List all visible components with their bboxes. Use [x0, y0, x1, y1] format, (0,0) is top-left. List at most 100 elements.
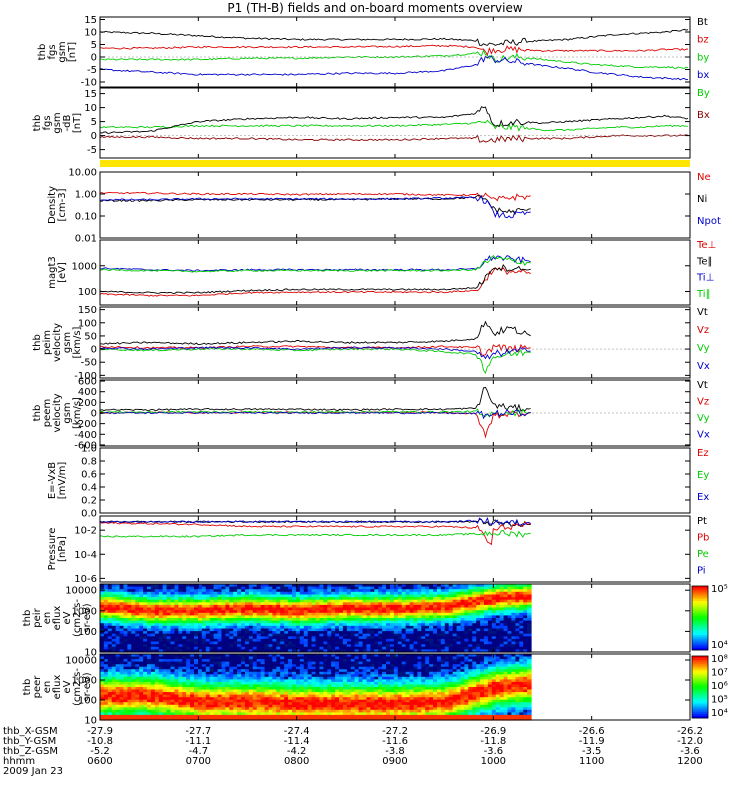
spectrogram-cell [288, 692, 293, 696]
spectrogram-cell [154, 656, 160, 660]
spectrogram-cell [354, 597, 360, 601]
spectrogram-cell [456, 599, 462, 603]
spectrogram-cell [523, 589, 528, 593]
spectrogram-cell [354, 669, 360, 673]
y-tick-label: -400 [74, 430, 97, 441]
spectrogram-cell [480, 594, 485, 598]
spectrogram-cell [260, 625, 266, 629]
spectrogram-cell [358, 709, 364, 713]
spectrogram-cell [252, 671, 258, 675]
spectrogram-cell [386, 638, 391, 643]
spectrogram-cell [440, 610, 446, 614]
spectrogram-cell [268, 659, 273, 663]
spectrogram-cell [405, 618, 411, 622]
spectrogram-cell [143, 687, 148, 691]
spectrogram-cell [162, 638, 168, 643]
spectrogram-cell [472, 628, 477, 632]
y-axis-label: thb [22, 610, 33, 627]
spectrogram-cell [241, 599, 246, 603]
spectrogram-cell [444, 597, 450, 601]
spectrogram-cell [264, 699, 270, 703]
spectrogram-cell [401, 646, 407, 650]
spectrogram-cell [511, 641, 516, 645]
spectrogram-cell [233, 666, 238, 670]
spectrogram-cell [382, 610, 387, 614]
spectrogram-cell [456, 589, 462, 593]
spectrogram-cell [288, 687, 293, 691]
spectrogram-cell [209, 607, 215, 611]
spectrogram-cell [158, 628, 164, 632]
spectrogram-cell [339, 699, 344, 703]
spectrogram-cell [327, 692, 332, 696]
colorbar-segment [692, 596, 708, 600]
spectrogram-cell [248, 589, 254, 593]
spectrogram-cell [350, 707, 356, 711]
spectrogram-cell [350, 618, 356, 622]
spectrogram-cell [209, 669, 215, 673]
spectrogram-cell [523, 631, 528, 635]
spectrogram-cell [158, 644, 164, 648]
spectrogram-cell [205, 589, 211, 593]
spectrogram-cell [229, 697, 234, 701]
spectrogram-cell [397, 594, 403, 598]
spectrogram-cell [245, 610, 250, 614]
spectrogram-cell [150, 591, 156, 595]
spectrogram-cell [127, 602, 132, 606]
spectrogram-cell [303, 594, 309, 598]
spectrogram-cell [409, 597, 415, 601]
spectrogram-cell [260, 591, 266, 595]
spectrogram-cell [221, 625, 226, 629]
spectrogram-cell [139, 654, 144, 658]
spectrogram-cell [303, 641, 309, 645]
spectrogram-cell [409, 589, 415, 593]
spectrogram-cell [303, 684, 309, 688]
spectrogram-cell [103, 625, 109, 629]
spectrogram-cell [272, 687, 277, 691]
spectrogram-cell [346, 664, 352, 668]
spectrogram-cell [264, 599, 270, 603]
spectrogram-cell [221, 618, 226, 622]
spectrogram-cell [209, 644, 215, 648]
spectrogram-cell [519, 602, 524, 606]
spectrogram-cell [280, 641, 285, 645]
spectrogram-cell [143, 625, 148, 629]
spectrogram-cell [433, 633, 438, 637]
spectrogram-cell [342, 625, 348, 629]
spectrogram-cell [131, 618, 136, 622]
spectrogram-cell [295, 679, 301, 683]
spectrogram-cell [299, 591, 305, 595]
spectrogram-cell [433, 591, 438, 595]
spectrogram-cell [209, 589, 215, 593]
spectrogram-cell [276, 625, 281, 629]
spectrogram-cell [139, 607, 144, 611]
spectrogram-cell [182, 709, 187, 713]
spectrogram-cell [354, 631, 360, 635]
spectrogram-cell [472, 646, 477, 650]
spectrogram-cell [437, 618, 442, 622]
spectrogram-cell [307, 612, 313, 616]
spectrogram-cell [315, 602, 320, 606]
spectrogram-cell [476, 589, 481, 593]
spectrogram-cell [421, 599, 426, 603]
spectrogram-cell [417, 584, 422, 588]
y-tick-label: 0.8 [81, 457, 97, 468]
spectrogram-cell [100, 612, 105, 616]
spectrogram-cell [217, 646, 223, 650]
spectrogram-cell [241, 714, 246, 718]
spectrogram-cell [198, 620, 203, 624]
spectrogram-cell [440, 612, 446, 616]
spectrogram-cell [186, 676, 191, 680]
spectrogram-cell [237, 714, 242, 718]
spectrogram-cell [186, 594, 191, 598]
spectrogram-cell [358, 638, 364, 643]
spectrogram-cell [190, 707, 195, 711]
spectrogram-cell [178, 666, 183, 670]
spectrogram-cell [299, 714, 305, 718]
spectrogram-cell [480, 646, 485, 650]
spectrogram-cell [307, 717, 313, 721]
spectrogram-cell [178, 689, 183, 693]
spectrogram-cell [276, 649, 281, 653]
spectrogram-cell [166, 664, 172, 668]
spectrogram-cell [198, 618, 203, 622]
spectrogram-cell [386, 633, 391, 637]
